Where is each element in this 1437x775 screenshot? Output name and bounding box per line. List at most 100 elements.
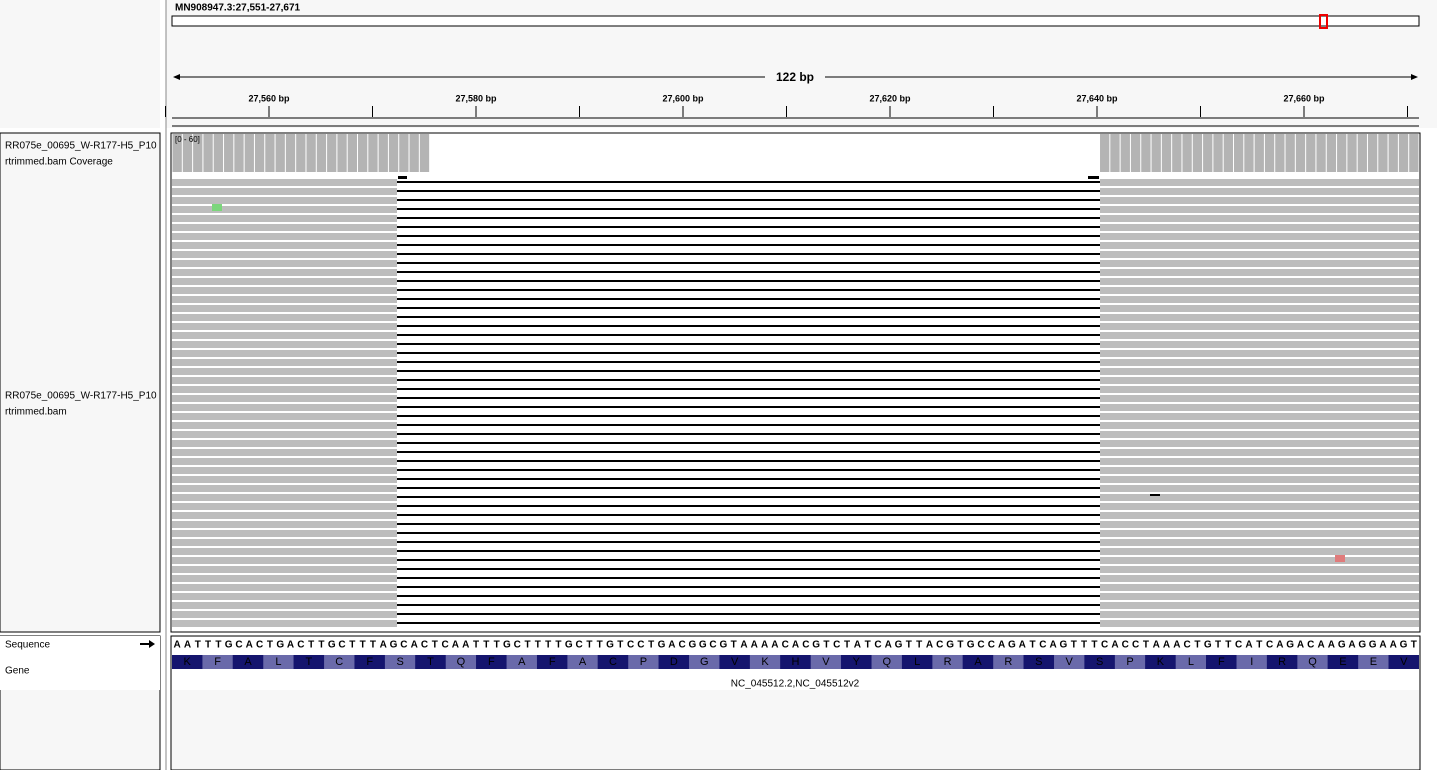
base: A — [668, 640, 675, 651]
deletion-cap — [1088, 176, 1099, 179]
amino-acid: F — [488, 656, 495, 668]
mismatch — [212, 204, 222, 211]
deletion-line — [397, 451, 1100, 453]
coverage-bar — [1388, 134, 1398, 172]
amino-acid: S — [1096, 656, 1103, 668]
amino-acid: Y — [853, 656, 861, 668]
deletion-line — [397, 478, 1100, 480]
coverage-bar — [347, 134, 358, 172]
amino-acid-cell — [962, 655, 994, 669]
amino-acid: I — [1250, 656, 1253, 668]
read — [1100, 305, 1419, 312]
amino-acid: A — [244, 656, 252, 668]
base: G — [812, 640, 820, 651]
coverage-bar — [316, 134, 327, 172]
amino-acid-cell — [1358, 655, 1389, 669]
read — [172, 449, 397, 456]
read — [172, 260, 397, 267]
base: T — [545, 640, 551, 651]
coverage-bar — [182, 134, 193, 172]
base: T — [1194, 640, 1200, 651]
base: G — [967, 640, 975, 651]
base: T — [957, 640, 963, 651]
read — [172, 467, 397, 474]
amino-acid: D — [670, 656, 678, 668]
base: A — [1163, 640, 1170, 651]
amino-acid-cell — [1084, 655, 1115, 669]
read — [1100, 332, 1419, 339]
read — [1100, 368, 1419, 375]
deletion-line — [397, 271, 1100, 273]
base: A — [1328, 640, 1335, 651]
read — [1100, 521, 1419, 528]
base: T — [215, 640, 221, 651]
base: A — [1111, 640, 1118, 651]
base: C — [874, 640, 881, 651]
deletion-line — [397, 415, 1100, 417]
strand-arrow[interactable] — [140, 640, 155, 648]
coverage-bar — [1182, 134, 1192, 172]
base: A — [462, 640, 469, 651]
read — [1100, 467, 1419, 474]
coverage-bar — [1203, 134, 1213, 172]
base: C — [1307, 640, 1314, 651]
coverage-bar — [285, 134, 296, 172]
base: A — [926, 640, 933, 651]
read — [172, 197, 397, 204]
deletion-line — [397, 397, 1100, 399]
read — [1100, 206, 1419, 213]
amino-acid-cell — [202, 655, 233, 669]
base: C — [782, 640, 789, 651]
amino-acid: R — [1278, 656, 1286, 668]
base: A — [1390, 640, 1397, 651]
read — [1100, 197, 1419, 204]
base: A — [1379, 640, 1386, 651]
base: A — [246, 640, 253, 651]
read — [1100, 611, 1419, 618]
deletion-line — [397, 469, 1100, 471]
ruler-tick-label: 27,640 bp — [1076, 93, 1118, 103]
amino-acid: G — [700, 656, 709, 668]
amino-acid-cell — [719, 655, 750, 669]
deletion-line — [397, 388, 1100, 390]
read — [1100, 287, 1419, 294]
deletion-line — [397, 523, 1100, 525]
read — [172, 242, 397, 249]
amino-acid-cell — [628, 655, 659, 669]
read — [1100, 404, 1419, 411]
read — [172, 503, 397, 510]
coverage-bar — [1285, 134, 1295, 172]
read — [1100, 575, 1419, 582]
read — [172, 323, 397, 330]
read — [172, 296, 397, 303]
base: G — [328, 640, 336, 651]
read — [1100, 485, 1419, 492]
read — [172, 485, 397, 492]
coverage-bar — [1409, 134, 1419, 172]
read — [172, 251, 397, 258]
base: G — [689, 640, 697, 651]
deletion-line — [397, 559, 1100, 561]
base: C — [988, 640, 995, 651]
base: A — [885, 640, 892, 651]
base: A — [1050, 640, 1057, 651]
read — [172, 521, 397, 528]
read — [172, 422, 397, 429]
base: G — [390, 640, 398, 651]
base: A — [1317, 640, 1324, 651]
base: A — [998, 640, 1005, 651]
read — [1100, 422, 1419, 429]
read — [1100, 233, 1419, 240]
base: C — [421, 640, 428, 651]
base: T — [1256, 640, 1262, 651]
amino-acid: V — [731, 656, 739, 668]
deletion-line — [397, 496, 1100, 498]
deletion-line — [397, 190, 1100, 192]
read — [172, 611, 397, 618]
amino-acid-cell — [993, 655, 1024, 669]
coverage-bar — [1172, 134, 1182, 172]
amino-acid: F — [549, 656, 556, 668]
amino-acid: K — [761, 656, 769, 668]
